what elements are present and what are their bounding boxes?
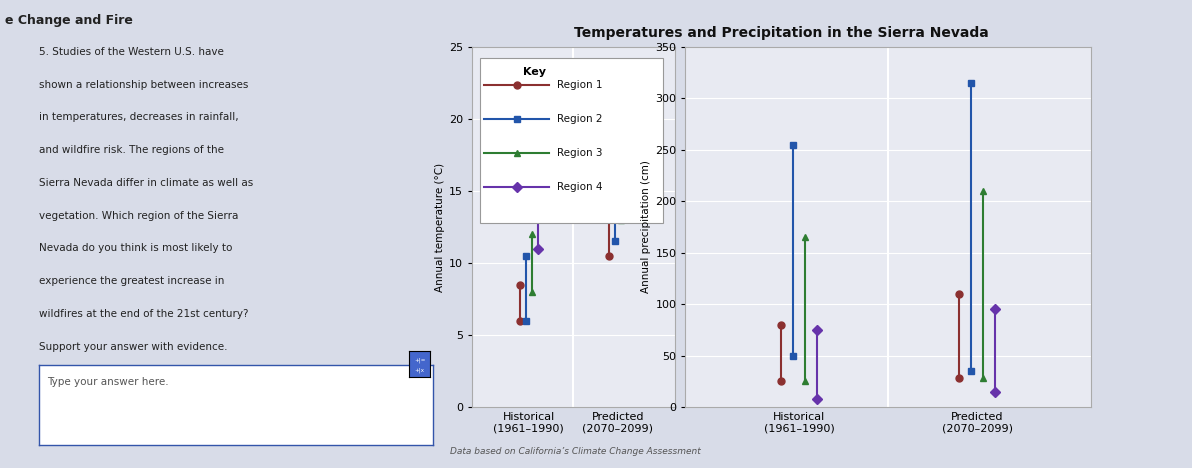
Text: Type your answer here.: Type your answer here. (48, 377, 169, 387)
Text: Region 3: Region 3 (557, 148, 603, 158)
Text: vegetation. Which region of the Sierra: vegetation. Which region of the Sierra (39, 211, 238, 220)
Text: +|=: +|= (414, 357, 426, 363)
Text: shown a relationship between increases: shown a relationship between increases (39, 80, 249, 89)
Text: Nevada do you think is most likely to: Nevada do you think is most likely to (39, 243, 232, 253)
Text: wildfires at the end of the 21st century?: wildfires at the end of the 21st century… (39, 309, 249, 319)
Y-axis label: Annual temperature (°C): Annual temperature (°C) (435, 162, 445, 292)
Text: Region 1: Region 1 (557, 80, 603, 90)
Text: Sierra Nevada differ in climate as well as: Sierra Nevada differ in climate as well … (39, 178, 254, 188)
FancyBboxPatch shape (480, 58, 663, 223)
Text: Support your answer with evidence.: Support your answer with evidence. (39, 342, 228, 351)
Text: Temperatures and Precipitation in the Sierra Nevada: Temperatures and Precipitation in the Si… (575, 26, 988, 40)
Text: 5. Studies of the Western U.S. have: 5. Studies of the Western U.S. have (39, 47, 224, 57)
Text: Region 2: Region 2 (557, 114, 603, 124)
Text: Data based on California’s Climate Change Assessment: Data based on California’s Climate Chang… (451, 447, 701, 456)
Text: +|x: +|x (415, 367, 424, 373)
Text: experience the greatest increase in: experience the greatest increase in (39, 276, 225, 286)
Y-axis label: Annual precipitation (cm): Annual precipitation (cm) (641, 161, 651, 293)
Text: in temperatures, decreases in rainfall,: in temperatures, decreases in rainfall, (39, 112, 238, 122)
Text: and wildfire risk. The regions of the: and wildfire risk. The regions of the (39, 145, 224, 155)
Text: Region 4: Region 4 (557, 183, 603, 192)
Text: Key: Key (522, 66, 546, 77)
Text: e Change and Fire: e Change and Fire (5, 14, 132, 27)
